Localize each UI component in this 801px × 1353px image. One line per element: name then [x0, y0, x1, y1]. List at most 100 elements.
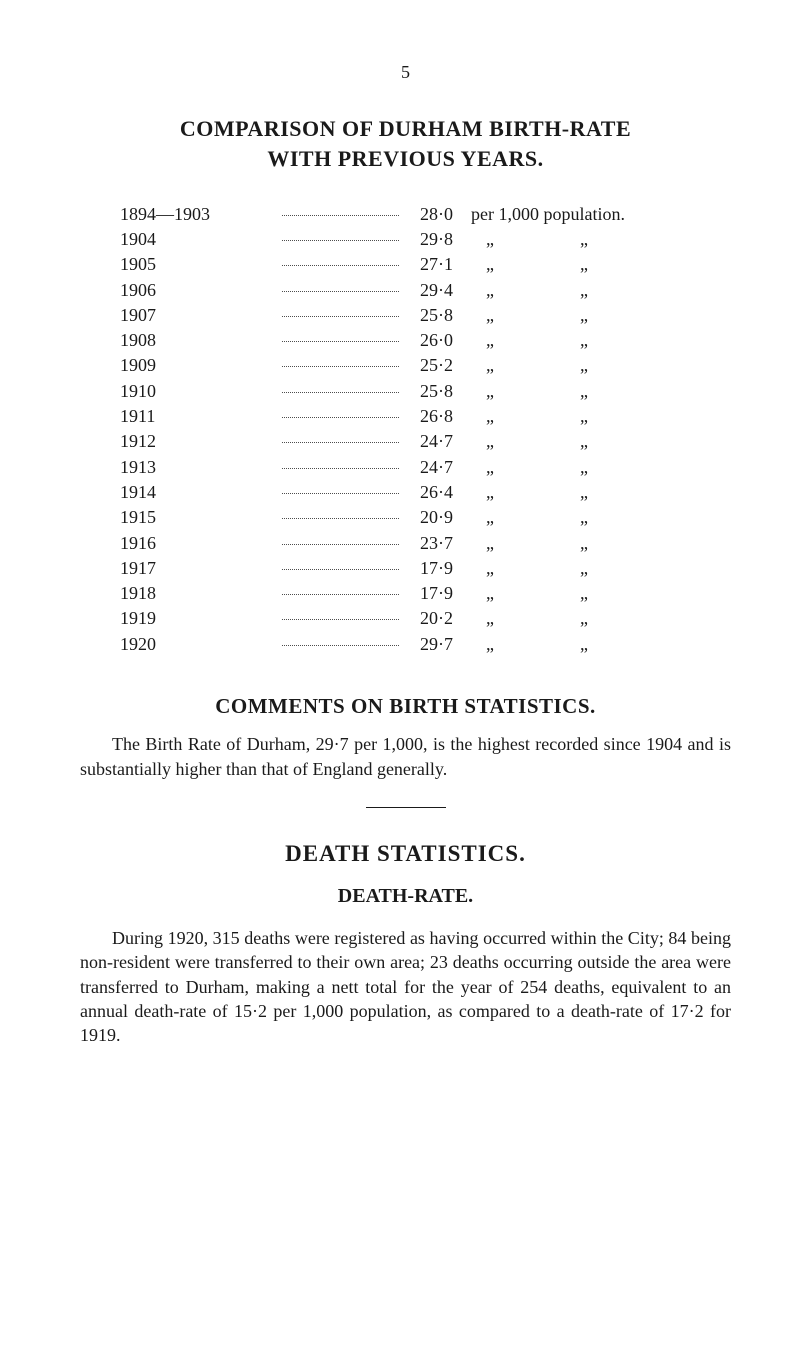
year-cell: 1918 [80, 581, 278, 605]
leader-dots [282, 240, 399, 241]
ditto-mark: „ [509, 480, 659, 504]
suffix-cell: „„ [453, 505, 731, 529]
ditto-mark: „ [471, 278, 509, 302]
table-row: 191426·4„„ [80, 480, 731, 504]
table-row: 1909 25·2„„ [80, 353, 731, 377]
birth-rate-table: 1894—190328·0per 1,000 population.190429… [80, 202, 731, 656]
value-cell: 23·7 [403, 531, 453, 555]
suffix-cell: per 1,000 population. [453, 202, 731, 226]
ditto-mark: „ [509, 278, 659, 302]
ditto-mark: „ [509, 556, 659, 580]
year-cell: 1912 [80, 429, 278, 453]
year-cell: 1905 [80, 252, 278, 276]
table-row: 191717·9„„ [80, 556, 731, 580]
leader-dots [282, 291, 399, 292]
suffix-cell: „„ [453, 480, 731, 504]
table-row: 1918 17·9„„ [80, 581, 731, 605]
value-cell: 26·4 [403, 480, 453, 504]
death-rate-sub-heading: DEATH-RATE. [80, 883, 731, 910]
ditto-mark: „ [471, 379, 509, 403]
suffix-cell: „„ [453, 353, 731, 377]
leader-dots [282, 619, 399, 620]
table-row: 190725·8„„ [80, 303, 731, 327]
year-cell: 1919 [80, 606, 278, 630]
value-cell: 20·2 [403, 606, 453, 630]
table-row: 190527·1„„ [80, 252, 731, 276]
value-cell: 25·8 [403, 303, 453, 327]
leader-dots [282, 417, 399, 418]
leader-dots [282, 569, 399, 570]
death-statistics-heading: DEATH STATISTICS. [80, 838, 731, 869]
year-cell: 1917 [80, 556, 278, 580]
ditto-mark: „ [509, 328, 659, 352]
value-cell: 25·8 [403, 379, 453, 403]
suffix-cell: „„ [453, 252, 731, 276]
leader-dots [282, 265, 399, 266]
ditto-mark: „ [509, 505, 659, 529]
leader-dots [282, 544, 399, 545]
section-rule [366, 807, 446, 808]
leader-dots [282, 316, 399, 317]
year-cell: 1908 [80, 328, 278, 352]
value-cell: 17·9 [403, 581, 453, 605]
leader-dots [282, 442, 399, 443]
year-cell: 1920 [80, 632, 278, 656]
ditto-mark: „ [471, 480, 509, 504]
leader-dots [282, 493, 399, 494]
value-cell: 28·0 [403, 202, 453, 226]
ditto-mark: „ [471, 531, 509, 555]
suffix-cell: „„ [453, 278, 731, 302]
value-cell: 27·1 [403, 252, 453, 276]
ditto-mark: „ [471, 556, 509, 580]
leader-dots [282, 468, 399, 469]
table-row: 1912 24·7„„ [80, 429, 731, 453]
suffix-cell: „„ [453, 531, 731, 555]
table-row: 191623·7„„ [80, 531, 731, 555]
birth-rate-heading: COMPARISON OF DURHAM BIRTH-RATE WITH PRE… [80, 114, 731, 173]
value-cell: 24·7 [403, 429, 453, 453]
table-row: 191324·7„„ [80, 455, 731, 479]
heading-line1: COMPARISON OF DURHAM BIRTH-RATE [180, 116, 631, 141]
table-row: 190629·4„„ [80, 278, 731, 302]
ditto-mark: „ [471, 353, 509, 377]
ditto-mark: „ [471, 606, 509, 630]
year-cell: 1894—1903 [80, 202, 278, 226]
value-cell: 29·4 [403, 278, 453, 302]
ditto-mark: „ [471, 404, 509, 428]
year-cell: 1916 [80, 531, 278, 555]
leader-dots [282, 392, 399, 393]
ditto-mark: „ [509, 455, 659, 479]
ditto-mark: „ [471, 455, 509, 479]
death-rate-paragraph: During 1920, 315 deaths were registered … [80, 926, 731, 1047]
leader-dots [282, 341, 399, 342]
year-cell: 1911 [80, 404, 278, 428]
comments-paragraph: The Birth Rate of Durham, 29·7 per 1,000… [80, 732, 731, 781]
suffix-cell: „„ [453, 581, 731, 605]
suffix-cell: „„ [453, 429, 731, 453]
heading-line2: WITH PREVIOUS YEARS. [80, 144, 731, 174]
suffix-cell: „„ [453, 227, 731, 251]
suffix-cell: „„ [453, 556, 731, 580]
leader-dots [282, 366, 399, 367]
ditto-mark: „ [471, 252, 509, 276]
table-row: 190429·8„„ [80, 227, 731, 251]
page: 5 COMPARISON OF DURHAM BIRTH-RATE WITH P… [0, 0, 801, 1353]
ditto-mark: „ [509, 227, 659, 251]
table-row: 191520·9„„ [80, 505, 731, 529]
ditto-mark: „ [509, 252, 659, 276]
table-row: 1919 20·2„„ [80, 606, 731, 630]
ditto-mark: „ [509, 531, 659, 555]
comments-heading: COMMENTS ON BIRTH STATISTICS. [80, 692, 731, 720]
suffix-cell: „„ [453, 632, 731, 656]
leader-dots [282, 518, 399, 519]
suffix-cell: „„ [453, 606, 731, 630]
page-number: 5 [80, 60, 731, 84]
suffix-cell: „„ [453, 404, 731, 428]
value-cell: 26·8 [403, 404, 453, 428]
year-cell: 1904 [80, 227, 278, 251]
value-cell: 25·2 [403, 353, 453, 377]
leader-dots [282, 215, 399, 216]
year-cell: 1909 [80, 353, 278, 377]
table-row: 191025·8„„ [80, 379, 731, 403]
ditto-mark: „ [471, 505, 509, 529]
